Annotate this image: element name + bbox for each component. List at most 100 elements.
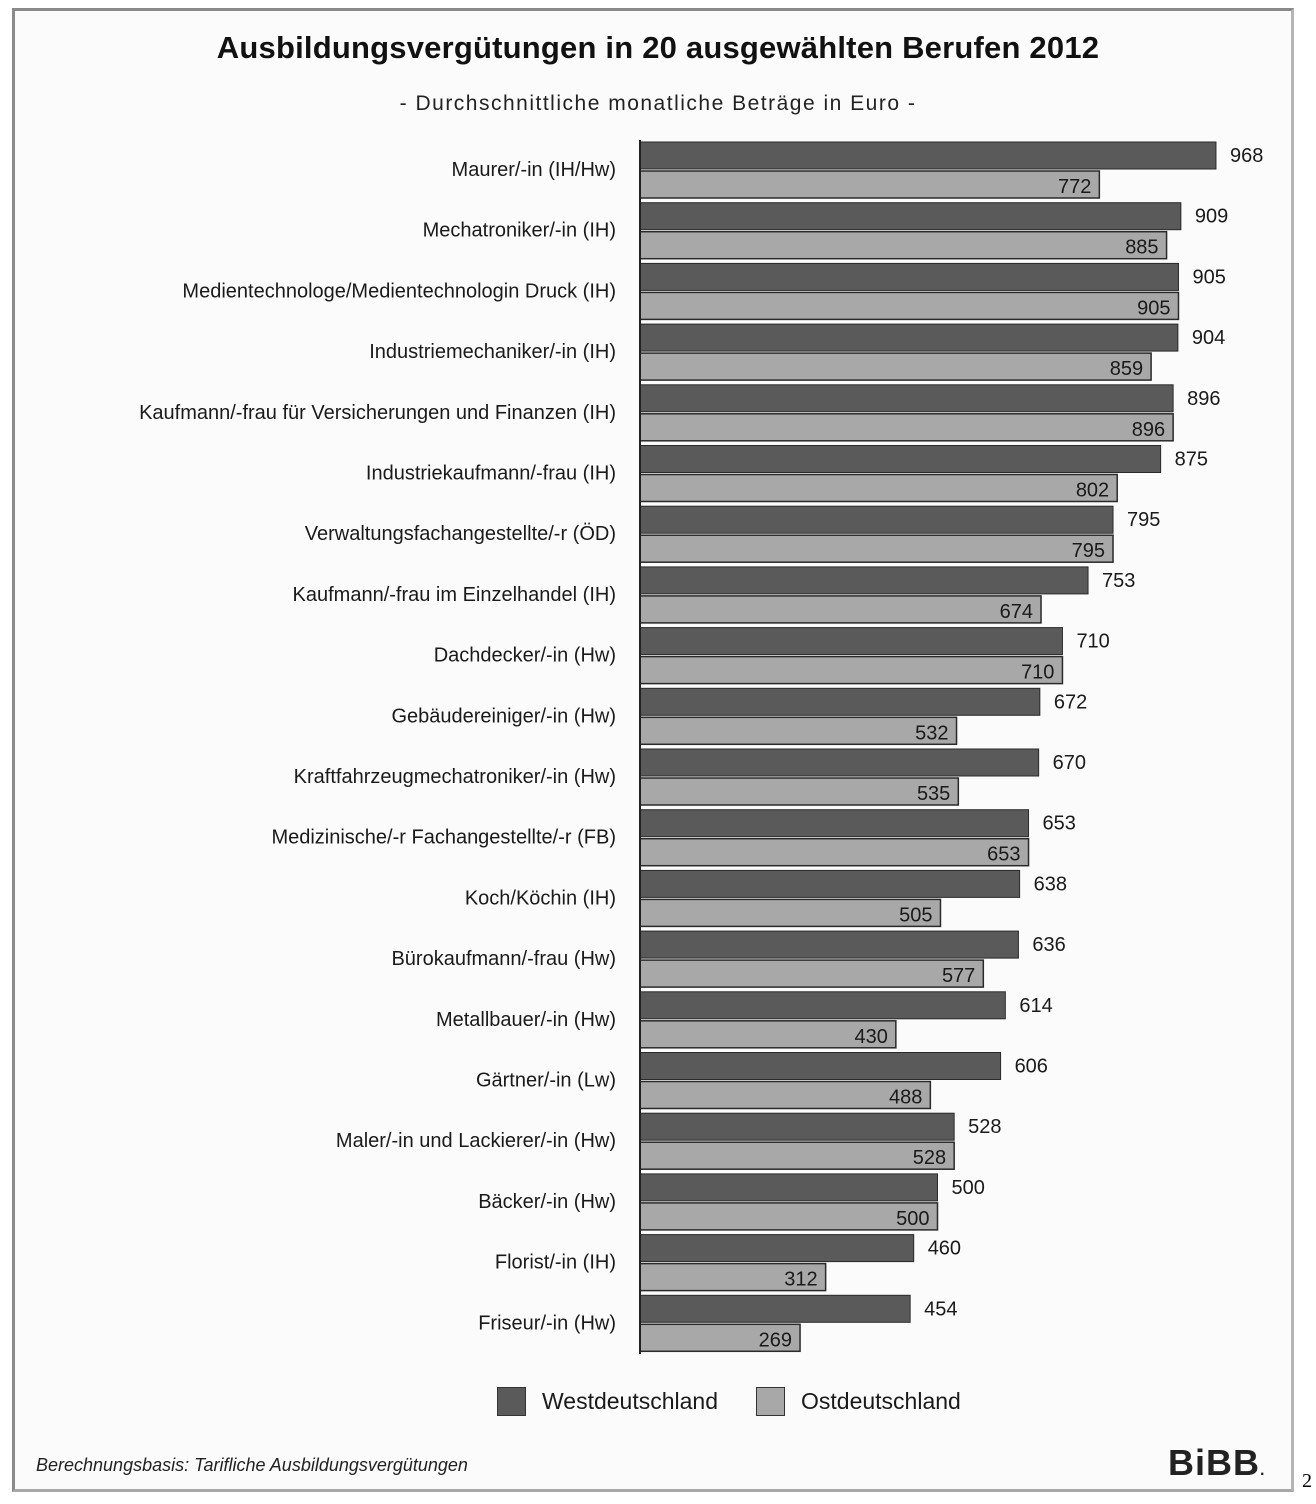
bar-ost: [639, 837, 1030, 867]
category-label: Medientechnologe/Medientechnologin Druck…: [182, 280, 616, 302]
value-label-west: 905: [1192, 266, 1225, 288]
value-label-west: 460: [928, 1238, 961, 1260]
value-label-ost: 488: [889, 1087, 922, 1109]
bar-west: [639, 809, 1030, 838]
footnote: Berechnungsbasis: Tarifliche Ausbildungs…: [36, 1455, 468, 1475]
value-label-ost: 528: [913, 1147, 946, 1169]
value-label-west: 636: [1032, 934, 1065, 956]
chart-subtitle: - Durchschnittliche monatliche Beträge i…: [399, 92, 917, 115]
chart-title: Ausbildungsvergütungen in 20 ausgewählte…: [216, 30, 1100, 65]
category-label: Industriemechaniker/-in (IH): [369, 341, 616, 363]
bar-west: [639, 141, 1217, 170]
bar-west: [639, 991, 1006, 1020]
legend-label-ost: Ostdeutschland: [801, 1387, 961, 1414]
value-label-ost: 532: [915, 722, 948, 744]
value-label-ost: 653: [987, 844, 1020, 866]
legend: Westdeutschland Ostdeutschland: [497, 1385, 999, 1417]
bar-west: [639, 1173, 938, 1202]
category-label: Koch/Köchin (IH): [465, 887, 616, 909]
value-label-ost: 577: [942, 965, 975, 987]
legend-item-west: Westdeutschland: [497, 1386, 719, 1416]
bar-west: [639, 505, 1114, 534]
bibb-logo: BiBB.: [1168, 1442, 1266, 1483]
value-label-ost: 905: [1137, 297, 1170, 319]
bar-west: [639, 384, 1174, 413]
bar-west: [639, 627, 1063, 656]
value-label-west: 500: [952, 1177, 985, 1199]
category-label: Dachdecker/-in (Hw): [434, 645, 616, 667]
bar-west: [639, 323, 1179, 352]
legend-swatch-ost: [756, 1386, 786, 1416]
bar-ost: [639, 1141, 955, 1170]
bar-ost: [639, 473, 1118, 503]
value-label-ost: 802: [1076, 480, 1109, 502]
value-label-ost: 795: [1072, 540, 1105, 562]
value-label-ost: 885: [1125, 237, 1158, 259]
value-label-west: 606: [1015, 1056, 1048, 1078]
bar-ost: [639, 413, 1174, 442]
bar-ost: [639, 655, 1064, 685]
category-label: Maurer/-in (IH/Hw): [452, 159, 616, 181]
category-label: Industriekaufmann/-frau (IH): [366, 463, 616, 485]
bar-ost: [639, 777, 960, 806]
page-number: 2: [1302, 1470, 1312, 1492]
value-label-west: 896: [1187, 388, 1220, 410]
legend-item-ost: Ostdeutschland: [756, 1386, 961, 1416]
value-label-west: 875: [1175, 449, 1208, 471]
logo-text: BiBB: [1168, 1442, 1260, 1483]
value-label-ost: 710: [1021, 662, 1054, 684]
bar-ost: [639, 898, 942, 928]
bar-west: [639, 1112, 955, 1141]
value-label-ost: 312: [784, 1269, 817, 1291]
legend-swatch-west: [497, 1386, 526, 1416]
bar-west: [639, 1234, 915, 1263]
value-label-ost: 269: [759, 1329, 792, 1351]
value-label-west: 904: [1192, 327, 1225, 349]
bar-west: [639, 748, 1040, 777]
bar-ost: [639, 595, 1042, 624]
bar-ost: [639, 716, 958, 746]
value-label-west: 638: [1034, 873, 1067, 895]
bar-ost: [639, 1202, 939, 1231]
category-label: Medizinische/-r Fachangestellte/-r (FB): [271, 827, 616, 849]
bar-ost: [639, 959, 985, 988]
bar-ost: [639, 352, 1152, 381]
bar-west: [639, 566, 1089, 595]
value-label-west: 670: [1053, 752, 1086, 774]
category-label: Mechatroniker/-in (IH): [423, 220, 616, 242]
legend-label-west: Westdeutschland: [542, 1387, 719, 1414]
value-label-ost: 859: [1110, 358, 1143, 380]
bar-west: [639, 262, 1179, 291]
value-label-west: 653: [1043, 813, 1076, 835]
value-label-west: 968: [1230, 145, 1263, 167]
category-label: Kaufmann/-frau für Versicherungen und Fi…: [139, 402, 616, 424]
category-label: Florist/-in (IH): [495, 1252, 616, 1274]
value-label-ost: 772: [1058, 176, 1091, 198]
bar-west: [639, 1052, 1002, 1080]
category-label: Bäcker/-in (Hw): [478, 1191, 616, 1213]
value-label-ost: 430: [854, 1026, 887, 1048]
bar-ost: [639, 1080, 932, 1110]
bar-west: [639, 1294, 911, 1323]
bar-ost: [639, 1323, 801, 1353]
value-label-west: 795: [1127, 509, 1160, 531]
value-label-west: 528: [968, 1116, 1001, 1138]
value-label-west: 753: [1102, 570, 1135, 592]
value-label-ost: 535: [917, 783, 950, 805]
value-label-west: 710: [1076, 631, 1109, 653]
bar-west: [639, 687, 1041, 716]
bar-west: [639, 445, 1162, 473]
category-label: Verwaltungsfachangestellte/-r (ÖD): [305, 523, 616, 545]
bar-ost: [639, 1020, 897, 1049]
value-label-west: 672: [1054, 691, 1087, 713]
value-label-west: 909: [1195, 206, 1228, 228]
value-label-west: 454: [924, 1298, 957, 1320]
bar-ost: [639, 534, 1114, 563]
category-label: Gärtner/-in (Lw): [476, 1070, 616, 1092]
bar-ost: [639, 230, 1168, 260]
value-label-ost: 500: [896, 1208, 929, 1230]
category-label: Metallbauer/-in (Hw): [436, 1009, 616, 1031]
value-label-ost: 505: [899, 904, 932, 926]
category-label: Friseur/-in (Hw): [478, 1312, 616, 1334]
category-label: Gebäudereiniger/-in (Hw): [391, 705, 616, 727]
